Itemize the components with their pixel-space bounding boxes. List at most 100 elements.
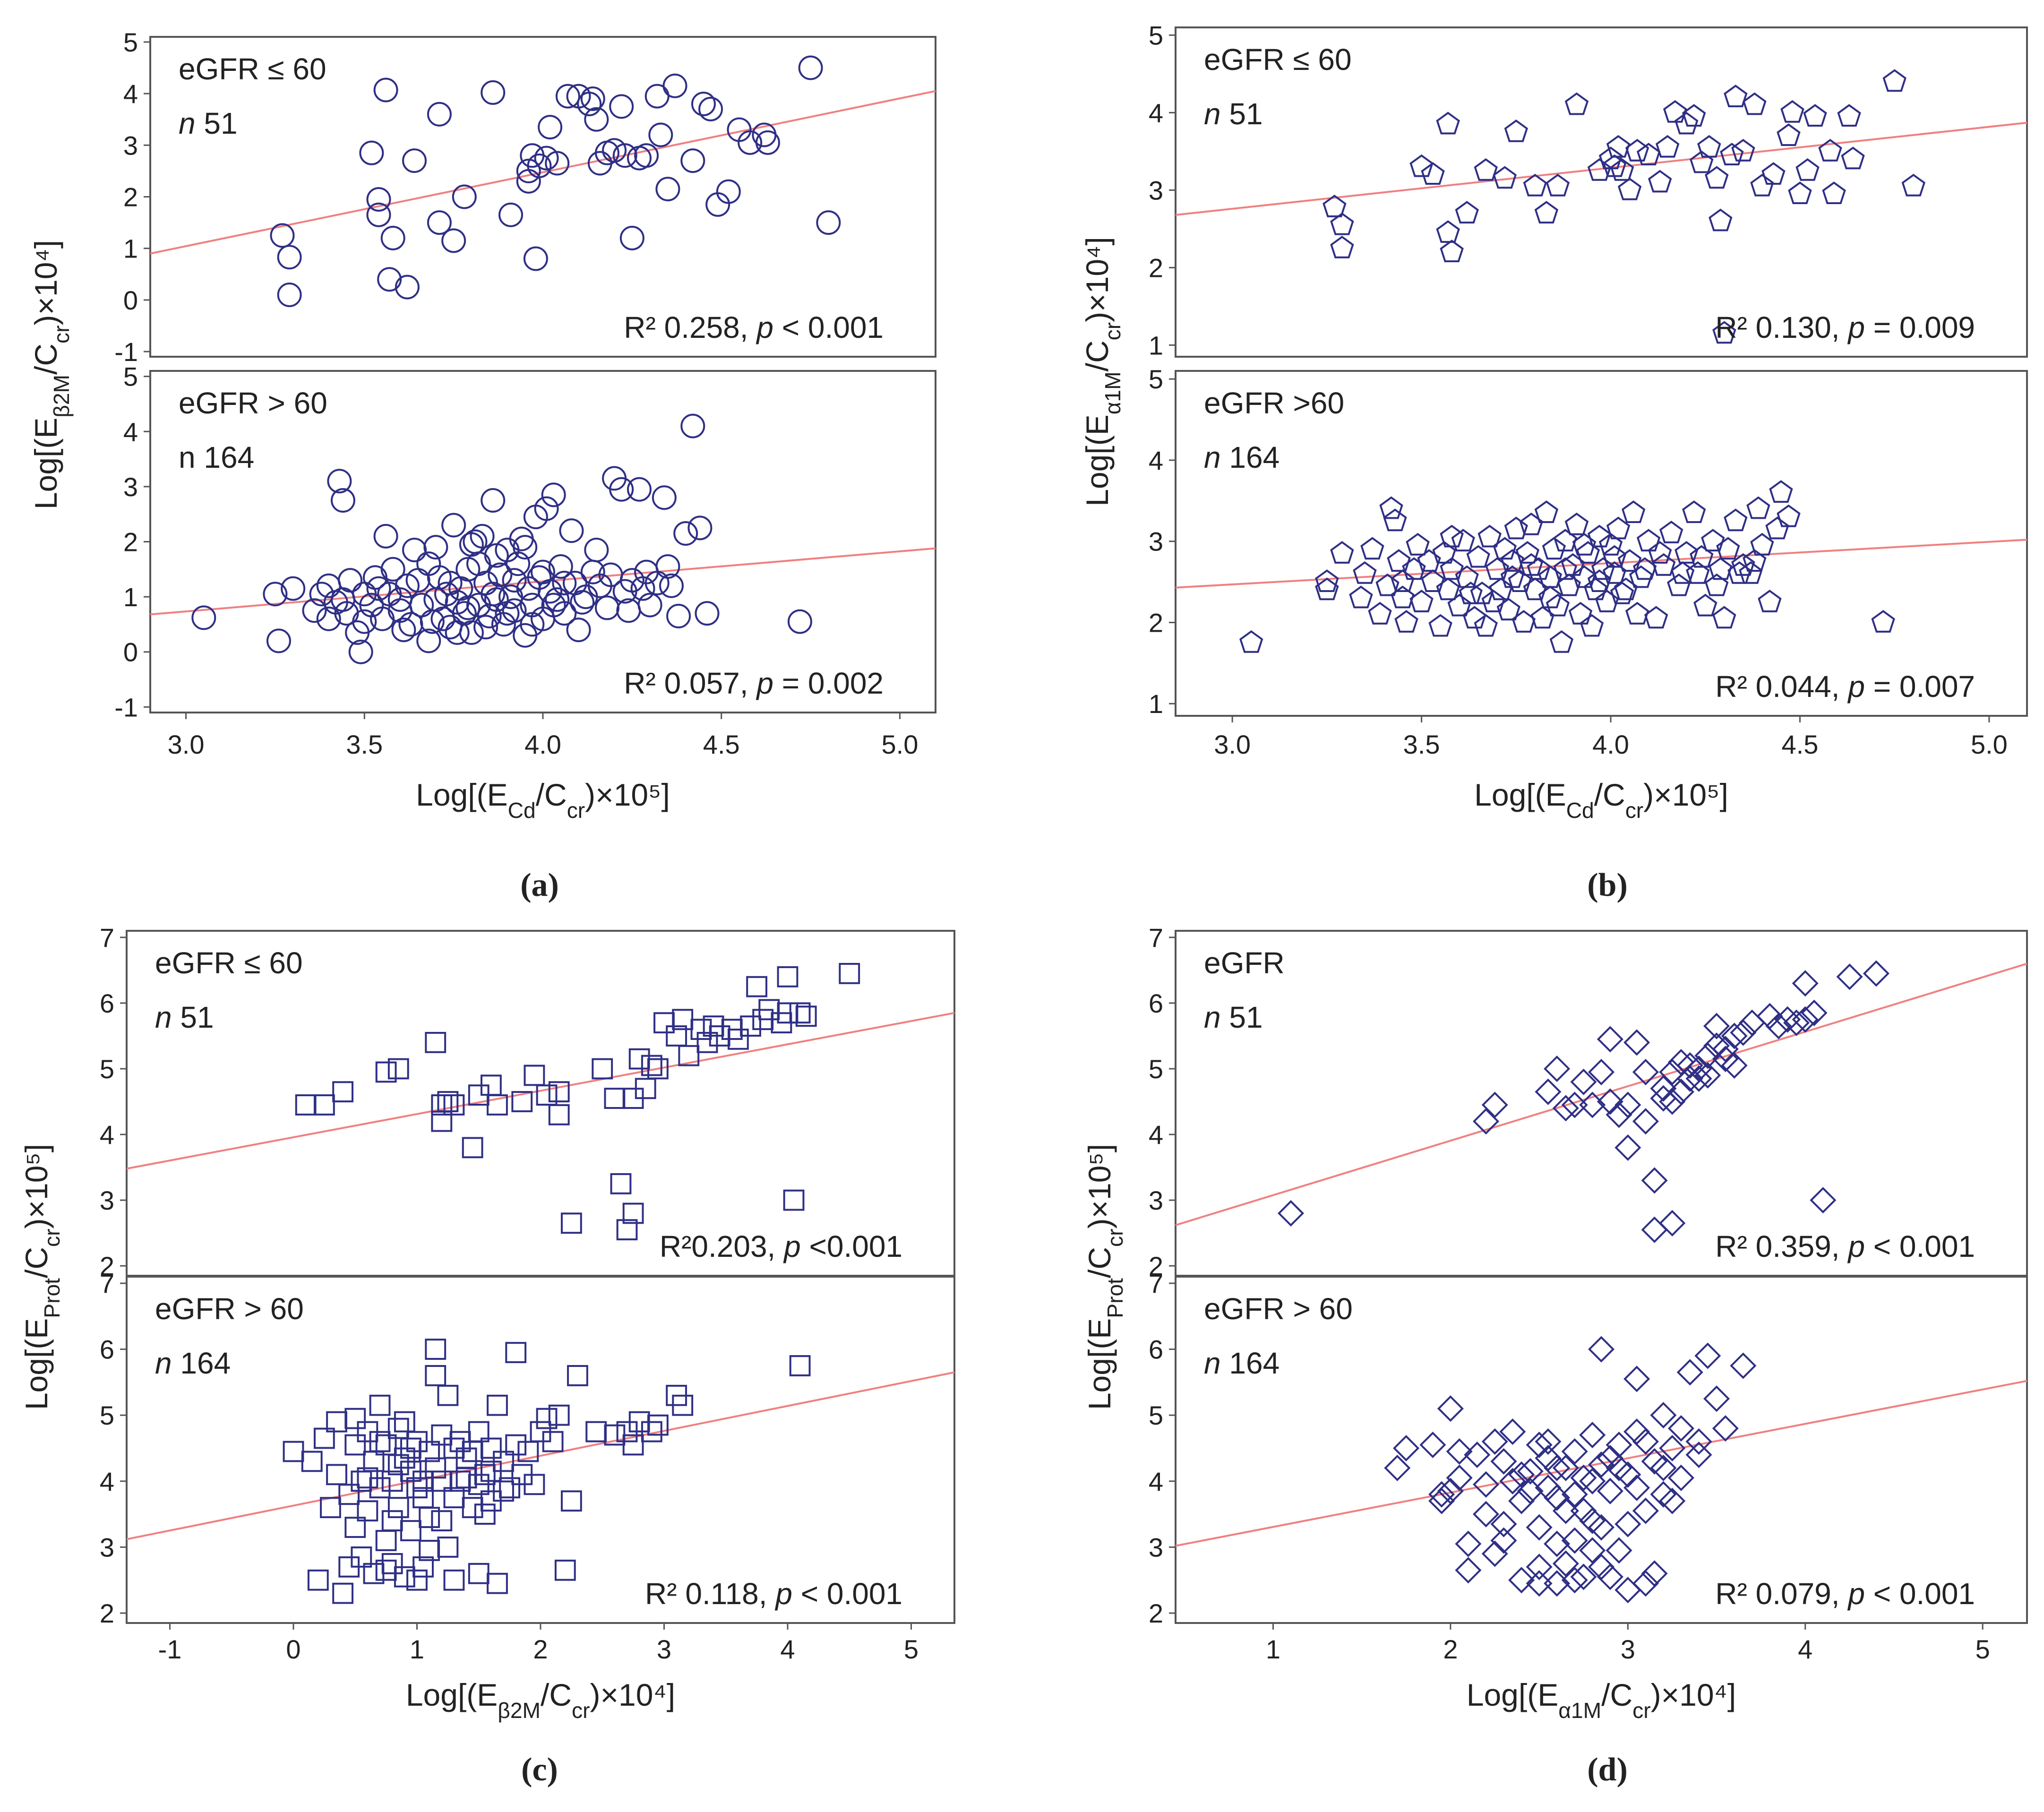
data-point bbox=[612, 143, 637, 168]
data-point bbox=[487, 1094, 508, 1116]
data-point bbox=[1712, 606, 1736, 629]
y-tick-label: 4 bbox=[1149, 98, 1163, 128]
data-point bbox=[1544, 1454, 1571, 1481]
stats-label: R²0.203, p <0.001 bbox=[660, 1229, 902, 1263]
data-point bbox=[455, 1467, 477, 1489]
data-point bbox=[1570, 1563, 1597, 1590]
data-point bbox=[1490, 1511, 1517, 1537]
x-tick-label: 4.0 bbox=[1592, 730, 1629, 759]
data-point bbox=[678, 1045, 700, 1066]
data-point bbox=[1440, 524, 1464, 548]
data-point bbox=[1428, 614, 1452, 637]
data-point bbox=[431, 1094, 453, 1116]
data-point bbox=[1650, 1402, 1677, 1429]
data-point bbox=[344, 1517, 366, 1538]
data-point bbox=[738, 130, 763, 155]
y-tick-label: 0 bbox=[123, 285, 138, 315]
y-tick-label: 1 bbox=[1149, 330, 1163, 360]
data-point bbox=[1712, 1036, 1739, 1063]
data-point bbox=[1615, 1511, 1641, 1537]
x-axis-label: Log[(Eβ2M/Ccr)×10⁴] bbox=[406, 1677, 675, 1723]
data-point bbox=[302, 598, 327, 623]
y-tick-label: 2 bbox=[100, 1251, 114, 1281]
x-tick-label: 4.0 bbox=[524, 730, 561, 759]
data-point bbox=[320, 1497, 341, 1519]
data-point bbox=[344, 1408, 366, 1429]
y-tick-label: 5 bbox=[123, 362, 138, 392]
data-point bbox=[1623, 1474, 1650, 1501]
y-tick-label: 7 bbox=[100, 1269, 114, 1298]
data-point bbox=[1546, 593, 1570, 617]
data-point bbox=[672, 1394, 694, 1416]
x-tick-label: 3 bbox=[1621, 1634, 1635, 1664]
data-point bbox=[1564, 512, 1589, 535]
data-point bbox=[481, 1460, 502, 1482]
data-point bbox=[1534, 201, 1559, 223]
data-point bbox=[592, 1058, 613, 1080]
data-point bbox=[1534, 500, 1559, 523]
data-point bbox=[536, 1408, 558, 1429]
data-point bbox=[495, 601, 520, 626]
data-point bbox=[1504, 119, 1528, 142]
data-point bbox=[1703, 1385, 1730, 1412]
data-point bbox=[755, 130, 780, 155]
panel-d-top: 2 3 4 5 6 7 eGFR n 51 R² 0.359, p < 0.001 bbox=[1149, 923, 2028, 1281]
data-point bbox=[375, 1061, 397, 1083]
data-point bbox=[1421, 569, 1445, 592]
data-point bbox=[1579, 1468, 1606, 1494]
data-point bbox=[1632, 1570, 1659, 1597]
y-tick-label: 4 bbox=[123, 417, 138, 447]
data-point bbox=[362, 565, 387, 590]
data-point bbox=[1323, 195, 1347, 217]
data-point bbox=[1625, 138, 1649, 162]
data-point bbox=[1690, 150, 1714, 173]
data-point bbox=[635, 1078, 656, 1099]
y-tick-label: 6 bbox=[1149, 1335, 1163, 1365]
data-point bbox=[1481, 1428, 1508, 1455]
data-point bbox=[425, 1339, 447, 1360]
data-point bbox=[1836, 963, 1863, 990]
data-point bbox=[1455, 1530, 1482, 1557]
data-point bbox=[798, 55, 823, 80]
data-point bbox=[419, 1507, 440, 1529]
data-point bbox=[445, 620, 470, 645]
data-point bbox=[1617, 549, 1642, 572]
data-point bbox=[1538, 585, 1563, 609]
data-point bbox=[1595, 590, 1619, 612]
data-point bbox=[1606, 1431, 1632, 1459]
data-point bbox=[462, 1137, 483, 1159]
data-point bbox=[1330, 212, 1354, 235]
data-point bbox=[1579, 1091, 1606, 1118]
data-point bbox=[641, 1055, 662, 1076]
data-point bbox=[566, 618, 591, 643]
data-point bbox=[1602, 545, 1627, 568]
y-tick-label: 2 bbox=[123, 182, 138, 212]
data-point bbox=[527, 153, 552, 178]
data-point bbox=[1570, 1068, 1597, 1095]
data-point bbox=[648, 122, 673, 147]
data-point bbox=[1667, 1464, 1694, 1491]
data-point bbox=[1761, 162, 1786, 185]
data-point bbox=[1544, 1055, 1571, 1082]
panel-a-top: -1 0 1 2 3 4 5 eGFR ≤ 60 n 51 R² 0.258, p < 0.001 bbox=[114, 27, 936, 367]
data-point bbox=[1315, 569, 1339, 592]
data-point bbox=[1597, 1563, 1623, 1590]
data-point bbox=[1472, 1108, 1500, 1135]
data-point bbox=[534, 496, 559, 521]
data-point bbox=[1705, 166, 1729, 189]
data-point bbox=[1623, 1029, 1650, 1056]
data-point bbox=[1432, 541, 1456, 564]
data-point bbox=[541, 482, 566, 507]
x-tick-label: 2 bbox=[1443, 1634, 1458, 1664]
data-point bbox=[1561, 1091, 1588, 1118]
data-point bbox=[1623, 1365, 1650, 1392]
data-point bbox=[1496, 598, 1520, 621]
data-point bbox=[1535, 1444, 1562, 1472]
data-point bbox=[587, 151, 612, 176]
data-point bbox=[1526, 1514, 1553, 1541]
data-point bbox=[534, 146, 559, 171]
x-tick-label: 5 bbox=[1975, 1634, 1990, 1664]
data-point bbox=[1882, 69, 1907, 92]
data-point bbox=[602, 138, 627, 163]
y-tick-label: 5 bbox=[100, 1400, 114, 1430]
